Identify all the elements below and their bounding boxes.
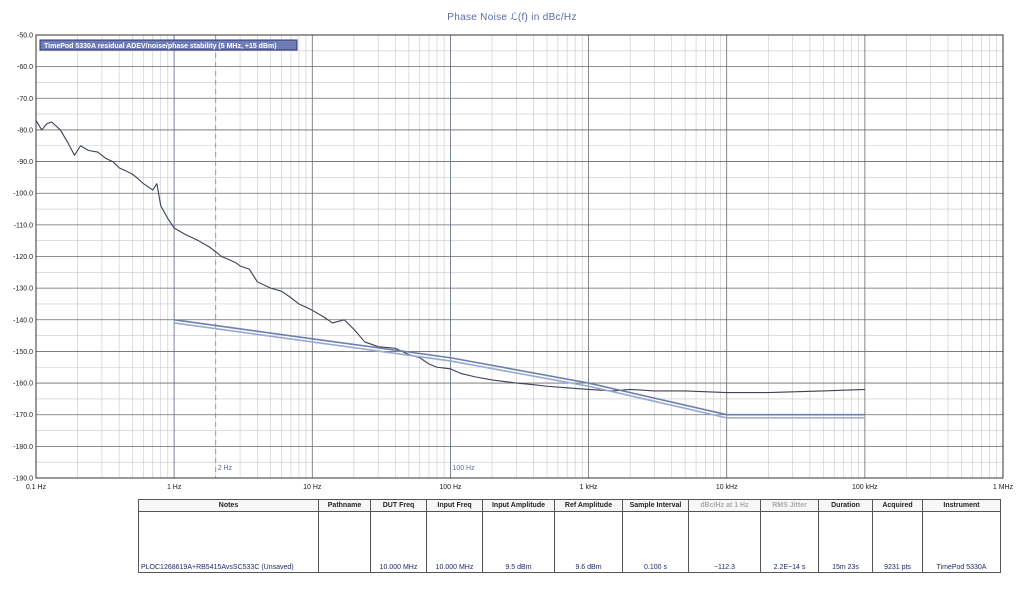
- y-tick-label: -50.0: [17, 33, 33, 40]
- col-header-notes[interactable]: Notes: [138, 499, 319, 512]
- col-header-ref-amplitude[interactable]: Ref Amplitude: [554, 499, 623, 512]
- table-row-active[interactable]: PLOC1268619A+RB5415AvsSC533C (Unsaved) 1…: [138, 563, 1001, 573]
- table-row-faded[interactable]: [138, 524, 1001, 533]
- y-tick-label: -90.0: [17, 159, 33, 166]
- y-tick-label: -170.0: [13, 412, 33, 419]
- cell-dbc-at-1hz: −112.3: [688, 563, 761, 573]
- col-header-dbc-at-1hz[interactable]: dBc/Hz at 1 Hz: [688, 499, 761, 512]
- y-tick-label: -80.0: [17, 127, 33, 134]
- cell-notes: PLOC1268619A+RB5415AvsSC533C (Unsaved): [138, 563, 319, 573]
- x-tick-label: 0.1 Hz: [26, 484, 47, 491]
- cell-duration: 15m 23s: [818, 563, 873, 573]
- legend-box: [39, 39, 298, 51]
- cell-pathname: [318, 563, 371, 573]
- y-tick-label: -60.0: [17, 64, 33, 71]
- col-header-duration[interactable]: Duration: [818, 499, 873, 512]
- trace-table: Notes Pathname DUT Freq Input Freq Input…: [138, 499, 1001, 573]
- cell-instrument: TimePod 5330A: [922, 563, 1001, 573]
- col-header-rms-jitter[interactable]: RMS Jitter: [760, 499, 819, 512]
- table-header-row: Notes Pathname DUT Freq Input Freq Input…: [138, 499, 1001, 512]
- table-spacer-row: [138, 511, 1001, 515]
- cell-input-amplitude: 9.5 dBm: [482, 563, 555, 573]
- legend-entry: TimePod 5330A residual ADEV/noise/phase …: [44, 43, 277, 50]
- phase-noise-chart: Phase Noise ℒ(f) in dBc/Hz 2 Hz 100 Hz 0.…: [13, 12, 1013, 492]
- y-tick-label: -70.0: [17, 96, 33, 103]
- axis-labels: 0.1 Hz 1 Hz 10 Hz 100 Hz 1 kHz 10 kHz 100 kHz 1…: [13, 33, 1013, 492]
- y-tick-label: -180.0: [13, 444, 33, 451]
- cell-acquired: 9231 pts: [872, 563, 923, 573]
- x-tick-label: 10 Hz: [303, 484, 322, 491]
- series-layer: [35, 120, 865, 419]
- chart-title: Phase Noise ℒ(f) in dBc/Hz: [447, 12, 577, 23]
- frequency-markers: 2 Hz 100 Hz: [173, 35, 475, 478]
- y-tick-label: -120.0: [13, 254, 33, 261]
- plot-frame: [35, 34, 1004, 479]
- y-tick-label: -110.0: [14, 222, 33, 229]
- series-line-1: [174, 318, 865, 416]
- table-spacer-row: [138, 539, 1001, 545]
- col-header-pathname[interactable]: Pathname: [318, 499, 371, 512]
- cell-dut-freq: 10.000 MHz: [370, 563, 427, 573]
- grid: [35, 34, 1004, 479]
- x-tick-label: 100 Hz: [439, 484, 462, 491]
- y-tick-label: -150.0: [13, 349, 33, 356]
- x-tick-label: 1 MHz: [993, 484, 1014, 491]
- cell-input-freq: 10.000 MHz: [426, 563, 483, 573]
- y-tick-label: -160.0: [13, 381, 33, 388]
- y-tick-label: -140.0: [13, 317, 33, 324]
- col-header-acquired[interactable]: Acquired: [872, 499, 923, 512]
- series-line-2: [174, 322, 865, 419]
- x-tick-label: 10 kHz: [716, 484, 738, 491]
- x-tick-label: 100 kHz: [852, 484, 878, 491]
- y-tick-label: -190.0: [13, 476, 33, 483]
- table-row-faded[interactable]: [138, 545, 1001, 554]
- y-tick-label: -130.0: [13, 286, 33, 293]
- marker-label: 2 Hz: [218, 465, 233, 472]
- table-row-faded[interactable]: [138, 515, 1001, 524]
- table-row-faded[interactable]: [138, 554, 1001, 563]
- table-spacer-row: [138, 533, 1001, 539]
- marker-label: 100 Hz: [452, 465, 475, 472]
- x-tick-label: 1 Hz: [167, 484, 182, 491]
- legend[interactable]: TimePod 5330A residual ADEV/noise/phase …: [39, 39, 298, 51]
- cell-sample-interval: 0.100 s: [622, 563, 689, 573]
- col-header-input-freq[interactable]: Input Freq: [426, 499, 483, 512]
- col-header-instrument[interactable]: Instrument: [922, 499, 1001, 512]
- y-tick-label: -100.0: [13, 191, 33, 198]
- cell-ref-amplitude: 9.6 dBm: [554, 563, 623, 573]
- col-header-dut-freq[interactable]: DUT Freq: [370, 499, 427, 512]
- x-tick-label: 1 kHz: [580, 484, 598, 491]
- cell-rms-jitter: 2.2E−14 s: [760, 563, 819, 573]
- series-line-0: [35, 120, 865, 394]
- col-header-sample-interval[interactable]: Sample Interval: [622, 499, 689, 512]
- col-header-input-amplitude[interactable]: Input Amplitude: [482, 499, 555, 512]
